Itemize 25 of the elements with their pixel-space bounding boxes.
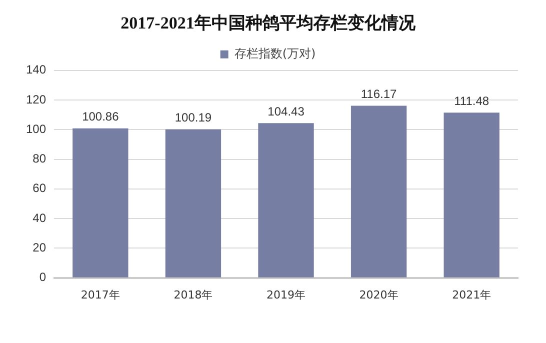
y-tick-label: 100 <box>26 122 46 136</box>
data-label: 116.17 <box>360 87 398 102</box>
y-tick-label: 20 <box>32 240 46 254</box>
x-tick-label: 2019年 <box>266 288 306 302</box>
bar <box>444 112 500 278</box>
y-tick-label: 0 <box>39 270 46 284</box>
x-tick-label: 2018年 <box>174 288 213 302</box>
x-tick-label: 2021年 <box>452 288 492 302</box>
bar <box>72 128 128 278</box>
legend-label: 存栏指数(万对) <box>234 46 316 61</box>
x-tick-label: 2020年 <box>359 288 398 302</box>
y-tick-label: 60 <box>32 181 46 196</box>
bar <box>258 123 314 278</box>
x-tick-label: 2017年 <box>80 288 120 302</box>
bar <box>165 129 222 278</box>
data-label: 100.86 <box>82 110 120 124</box>
y-tick-label: 140 <box>26 62 46 77</box>
y-tick-label: 40 <box>32 210 46 225</box>
bar <box>350 106 407 278</box>
data-label: 111.48 <box>454 94 490 108</box>
y-tick-label: 80 <box>32 152 46 166</box>
chart-title: 2017-2021年中国种鸽平均存栏变化情况 <box>120 14 416 33</box>
y-tick-label: 120 <box>26 92 46 106</box>
data-label: 104.43 <box>268 104 305 118</box>
data-label: 100.19 <box>174 110 212 125</box>
